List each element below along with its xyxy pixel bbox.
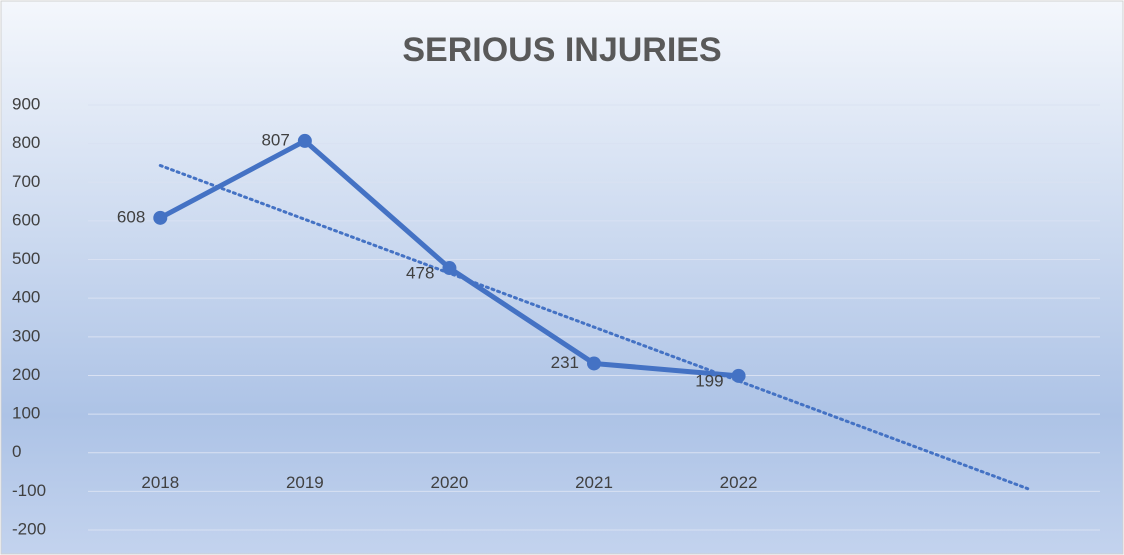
- data-label: 807: [261, 130, 289, 149]
- data-label: 199: [695, 371, 723, 390]
- data-label: 231: [551, 353, 579, 372]
- y-tick-label: -200: [12, 519, 46, 538]
- y-tick-label: 700: [12, 172, 40, 191]
- chart-title: SERIOUS INJURIES: [402, 31, 721, 69]
- y-tick-label: 0: [12, 442, 21, 461]
- y-tick-label: 400: [12, 288, 40, 307]
- data-point: [731, 368, 746, 383]
- data-point: [587, 356, 601, 371]
- data-point: [153, 210, 168, 225]
- x-tick-label: 2019: [286, 473, 324, 492]
- y-tick-label: 100: [12, 404, 40, 423]
- trendline: [158, 164, 1030, 491]
- y-tick-label: 800: [12, 133, 40, 152]
- y-tick-label: 500: [12, 249, 40, 268]
- y-tick-label: 900: [12, 94, 40, 113]
- y-tick-label: 300: [12, 326, 40, 345]
- data-point: [297, 133, 312, 148]
- y-tick-label: 200: [12, 365, 40, 384]
- x-tick-label: 2020: [431, 473, 469, 492]
- x-tick-label: 2018: [141, 473, 179, 492]
- x-tick-label: 2022: [720, 473, 758, 492]
- data-point: [442, 261, 457, 276]
- y-tick-label: 600: [12, 210, 40, 229]
- x-tick-label: 2021: [575, 473, 613, 492]
- data-label: 478: [406, 264, 434, 283]
- y-tick-label: -100: [12, 481, 46, 500]
- data-label: 608: [117, 207, 145, 226]
